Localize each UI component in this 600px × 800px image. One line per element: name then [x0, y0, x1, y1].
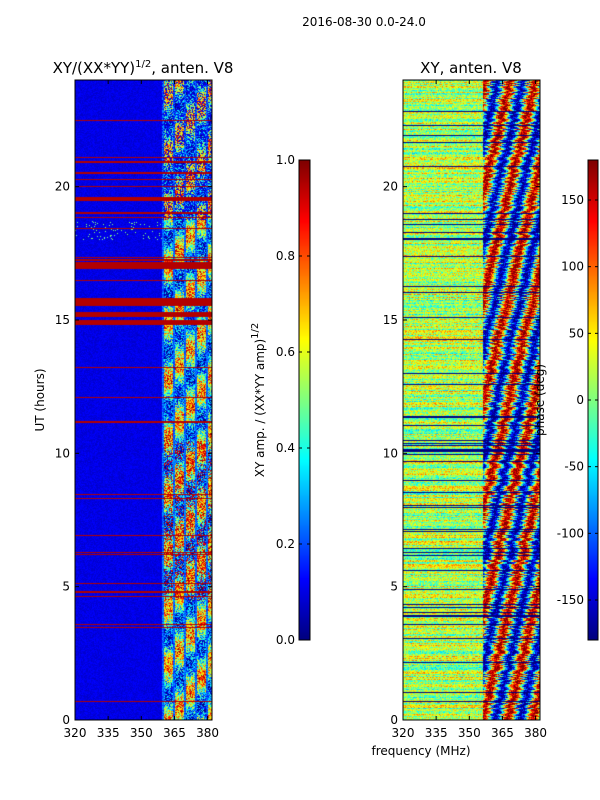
right-ytick-label: 20 — [383, 180, 398, 194]
amp-colorbar: 0.0 0.2 0.4 0.6 0.8 1.0 XY amp. / (XX*YY amp)… — [250, 153, 311, 647]
phase-colorbar-tick-label: 50 — [569, 326, 584, 340]
right-panel-title: XY, anten. V8 — [420, 59, 522, 77]
left-ytick-label: 20 — [55, 180, 70, 194]
figure-xlabel: frequency (MHz) — [371, 744, 470, 758]
amp-colorbar-tick-label: 0.2 — [276, 537, 295, 551]
phase-colorbar-tick-label: -100 — [557, 526, 584, 540]
amp-colorbar-tick-label: 0.8 — [276, 249, 295, 263]
amp-colorbar-gradient — [299, 160, 310, 640]
right-ytick-label: 10 — [383, 446, 398, 460]
phase-colorbar-tick-label: -150 — [557, 593, 584, 607]
right-heatmap — [403, 80, 540, 720]
left-panel-title: XY/(XX*YY)1/2, anten. V8 — [53, 59, 234, 77]
amp-colorbar-tick-label: 0.6 — [276, 345, 295, 359]
right-heatmap-image — [403, 80, 540, 720]
amp-colorbar-tick-label: 0.0 — [276, 633, 295, 647]
right-plot-frame — [402, 79, 541, 721]
left-title-exponent: 1/2 — [135, 59, 151, 70]
right-axis-ticks: 320 335 350 365 380 0 5 10 15 20 — [383, 80, 547, 740]
left-xtick-label: 320 — [64, 726, 87, 740]
left-ytick-label: 10 — [55, 446, 70, 460]
right-xtick-label: 335 — [425, 726, 448, 740]
left-ytick-label: 5 — [62, 580, 70, 594]
left-xtick-label: 335 — [97, 726, 120, 740]
left-plot-frame — [74, 79, 213, 721]
left-xtick-label: 350 — [130, 726, 153, 740]
phase-colorbar-ticks: -150 -100 -50 0 50 100 150 — [557, 193, 598, 607]
left-title-tail: , anten. V8 — [151, 59, 233, 77]
left-ylabel: UT (hours) — [33, 368, 47, 431]
amp-colorbar-label-main: XY amp. / (XX*YY amp) — [253, 339, 267, 477]
amp-colorbar-tick-label: 0.4 — [276, 441, 295, 455]
right-xtick-label: 350 — [458, 726, 481, 740]
right-xtick-label: 365 — [491, 726, 514, 740]
right-ytick-label: 5 — [390, 580, 398, 594]
phase-colorbar-tick-label: 150 — [561, 193, 584, 207]
amp-colorbar-label: XY amp. / (XX*YY amp)1/2 — [250, 323, 267, 478]
left-axis-ticks: 320 335 350 365 380 0 5 10 15 20 — [55, 80, 219, 740]
right-xtick-label: 380 — [524, 726, 547, 740]
right-ytick-label: 0 — [390, 713, 398, 727]
amp-colorbar-frame — [298, 159, 311, 641]
phase-colorbar-tick-label: -50 — [564, 460, 584, 474]
left-ytick-label: 15 — [55, 313, 70, 327]
phase-colorbar-gradient — [588, 160, 598, 640]
left-ytick-label: 0 — [62, 713, 70, 727]
amp-colorbar-tick-label: 1.0 — [276, 153, 295, 167]
phase-colorbar-label: phase (deg) — [533, 364, 547, 436]
left-xtick-label: 365 — [163, 726, 186, 740]
phase-colorbar: -150 -100 -50 0 50 100 150 phase (deg) — [533, 159, 599, 641]
phase-colorbar-tick-label: 0 — [576, 393, 584, 407]
left-heatmap — [75, 80, 212, 720]
amp-colorbar-ticks: 0.0 0.2 0.4 0.6 0.8 1.0 — [276, 153, 310, 647]
left-heatmap-image — [75, 80, 212, 720]
left-xtick-label: 380 — [196, 726, 219, 740]
amp-colorbar-label-exponent: 1/2 — [250, 323, 261, 339]
right-xtick-label: 320 — [392, 726, 415, 740]
right-ytick-label: 15 — [383, 313, 398, 327]
left-title-main: XY/(XX*YY) — [53, 59, 136, 77]
figure-suptitle: 2016-08-30 0.0-24.0 — [302, 15, 426, 29]
phase-colorbar-tick-label: 100 — [561, 260, 584, 274]
